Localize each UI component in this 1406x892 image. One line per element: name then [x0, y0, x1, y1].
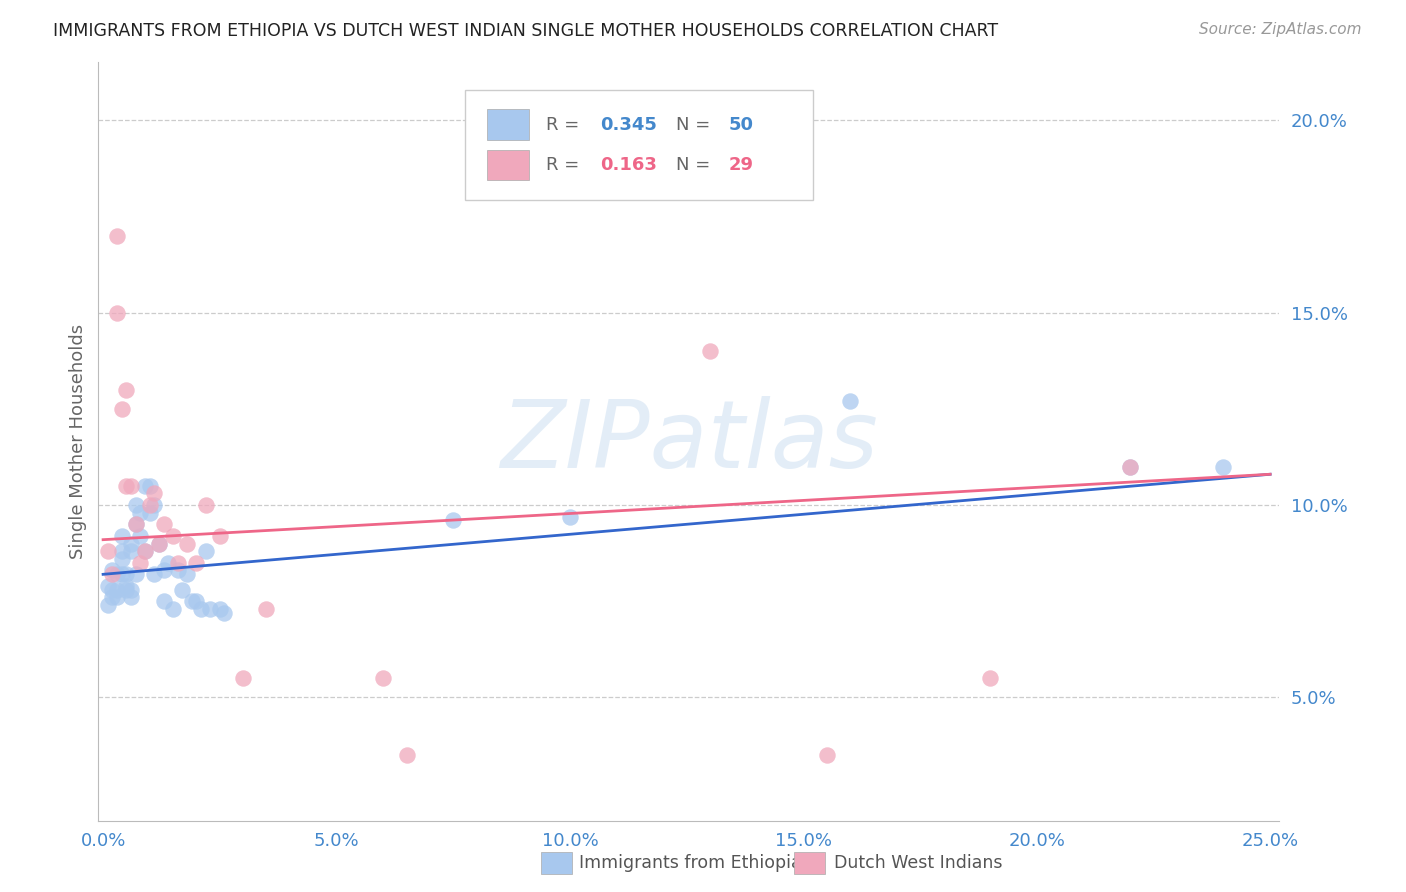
Point	[105, 567, 128, 582]
Text: ZIPatlas: ZIPatlas	[501, 396, 877, 487]
Point	[101, 564, 124, 578]
Point	[157, 556, 180, 570]
Text: Dutch West Indians: Dutch West Indians	[834, 855, 1002, 872]
Point	[115, 383, 138, 397]
Point	[120, 536, 142, 550]
Point	[129, 529, 152, 543]
Bar	[486, 150, 530, 180]
Text: Source: ZipAtlas.com: Source: ZipAtlas.com	[1198, 22, 1361, 37]
Point	[111, 552, 134, 566]
Point	[186, 556, 208, 570]
Point	[152, 594, 174, 608]
Point	[152, 564, 174, 578]
Point	[125, 567, 148, 582]
Point	[1212, 459, 1234, 474]
Point	[105, 305, 128, 319]
Text: R =: R =	[546, 116, 585, 134]
Point	[441, 513, 464, 527]
Point	[162, 529, 184, 543]
Point	[111, 567, 134, 582]
Point	[979, 671, 1001, 685]
Point	[1119, 459, 1142, 474]
Point	[558, 509, 581, 524]
Point	[194, 544, 217, 558]
Point	[101, 567, 124, 582]
Point	[373, 671, 395, 685]
Point	[115, 582, 138, 597]
Point	[134, 479, 156, 493]
Point	[143, 498, 166, 512]
Point	[120, 479, 142, 493]
Point	[208, 602, 231, 616]
Point	[176, 567, 198, 582]
Point	[1119, 459, 1142, 474]
Point	[166, 564, 188, 578]
Point	[111, 544, 134, 558]
Point	[120, 544, 142, 558]
Point	[105, 228, 128, 243]
Point	[256, 602, 278, 616]
Bar	[486, 110, 530, 140]
Point	[152, 517, 174, 532]
Point	[105, 582, 128, 597]
Point	[115, 579, 138, 593]
Point	[143, 486, 166, 500]
Point	[129, 506, 152, 520]
Point	[166, 556, 188, 570]
Y-axis label: Single Mother Households: Single Mother Households	[69, 324, 87, 559]
Point	[200, 602, 222, 616]
Point	[395, 748, 418, 763]
Text: N =: N =	[676, 116, 716, 134]
Point	[232, 671, 254, 685]
Point	[125, 517, 148, 532]
Point	[115, 567, 138, 582]
Point	[101, 582, 124, 597]
Point	[139, 498, 162, 512]
Point	[143, 567, 166, 582]
Point	[125, 498, 148, 512]
Point	[815, 748, 838, 763]
Text: Immigrants from Ethiopia: Immigrants from Ethiopia	[579, 855, 801, 872]
Point	[139, 479, 162, 493]
Point	[111, 401, 134, 416]
Point	[148, 536, 170, 550]
Point	[162, 602, 184, 616]
Text: 0.345: 0.345	[600, 116, 657, 134]
Point	[101, 591, 124, 605]
Text: 0.163: 0.163	[600, 156, 657, 174]
Point	[97, 579, 120, 593]
Point	[194, 498, 217, 512]
Text: IMMIGRANTS FROM ETHIOPIA VS DUTCH WEST INDIAN SINGLE MOTHER HOUSEHOLDS CORRELATI: IMMIGRANTS FROM ETHIOPIA VS DUTCH WEST I…	[53, 22, 998, 40]
Point	[839, 394, 862, 409]
Point	[134, 544, 156, 558]
Point	[105, 591, 128, 605]
Point	[186, 594, 208, 608]
Point	[129, 556, 152, 570]
Point	[97, 598, 120, 612]
FancyBboxPatch shape	[464, 90, 813, 201]
Point	[139, 506, 162, 520]
Point	[115, 479, 138, 493]
Point	[214, 606, 236, 620]
Point	[699, 344, 721, 359]
Text: 50: 50	[730, 116, 754, 134]
Point	[180, 594, 202, 608]
Point	[125, 517, 148, 532]
Point	[148, 536, 170, 550]
Point	[190, 602, 212, 616]
Point	[120, 591, 142, 605]
Text: 29: 29	[730, 156, 754, 174]
Point	[120, 582, 142, 597]
Point	[172, 582, 194, 597]
Point	[208, 529, 231, 543]
Text: R =: R =	[546, 156, 585, 174]
Text: N =: N =	[676, 156, 716, 174]
Point	[176, 536, 198, 550]
Point	[134, 544, 156, 558]
Point	[111, 529, 134, 543]
Point	[97, 544, 120, 558]
